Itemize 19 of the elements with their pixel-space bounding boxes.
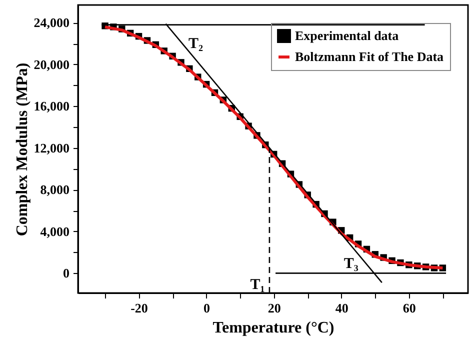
- y-tick-label: 16,000: [34, 98, 70, 114]
- y-tick-label: 12,000: [34, 140, 70, 156]
- legend-label: Experimental data: [295, 28, 400, 43]
- y-tick-label: 4,000: [40, 224, 70, 239]
- y-tick-label: 20,000: [34, 56, 70, 72]
- x-tick-label: 20: [268, 300, 281, 316]
- x-axis-title: Temperature (°C): [212, 320, 334, 336]
- y-tick-label: 24,000: [34, 15, 70, 30]
- annotation: T₃: [344, 256, 359, 272]
- annotation: T₁: [250, 277, 265, 293]
- x-tick-label: 60: [402, 300, 416, 316]
- y-axis-title: Complex Modulus (MPa): [14, 62, 31, 236]
- x-tick-label: -20: [130, 300, 148, 316]
- y-tick-label: 0: [63, 266, 70, 281]
- legend-label: Boltzmann Fit of The Data: [295, 49, 444, 64]
- annotation: T₂: [188, 36, 204, 52]
- x-tick-label: 40: [335, 300, 348, 316]
- y-tick-label: 8,000: [40, 182, 70, 198]
- x-tick-label: 0: [204, 300, 210, 316]
